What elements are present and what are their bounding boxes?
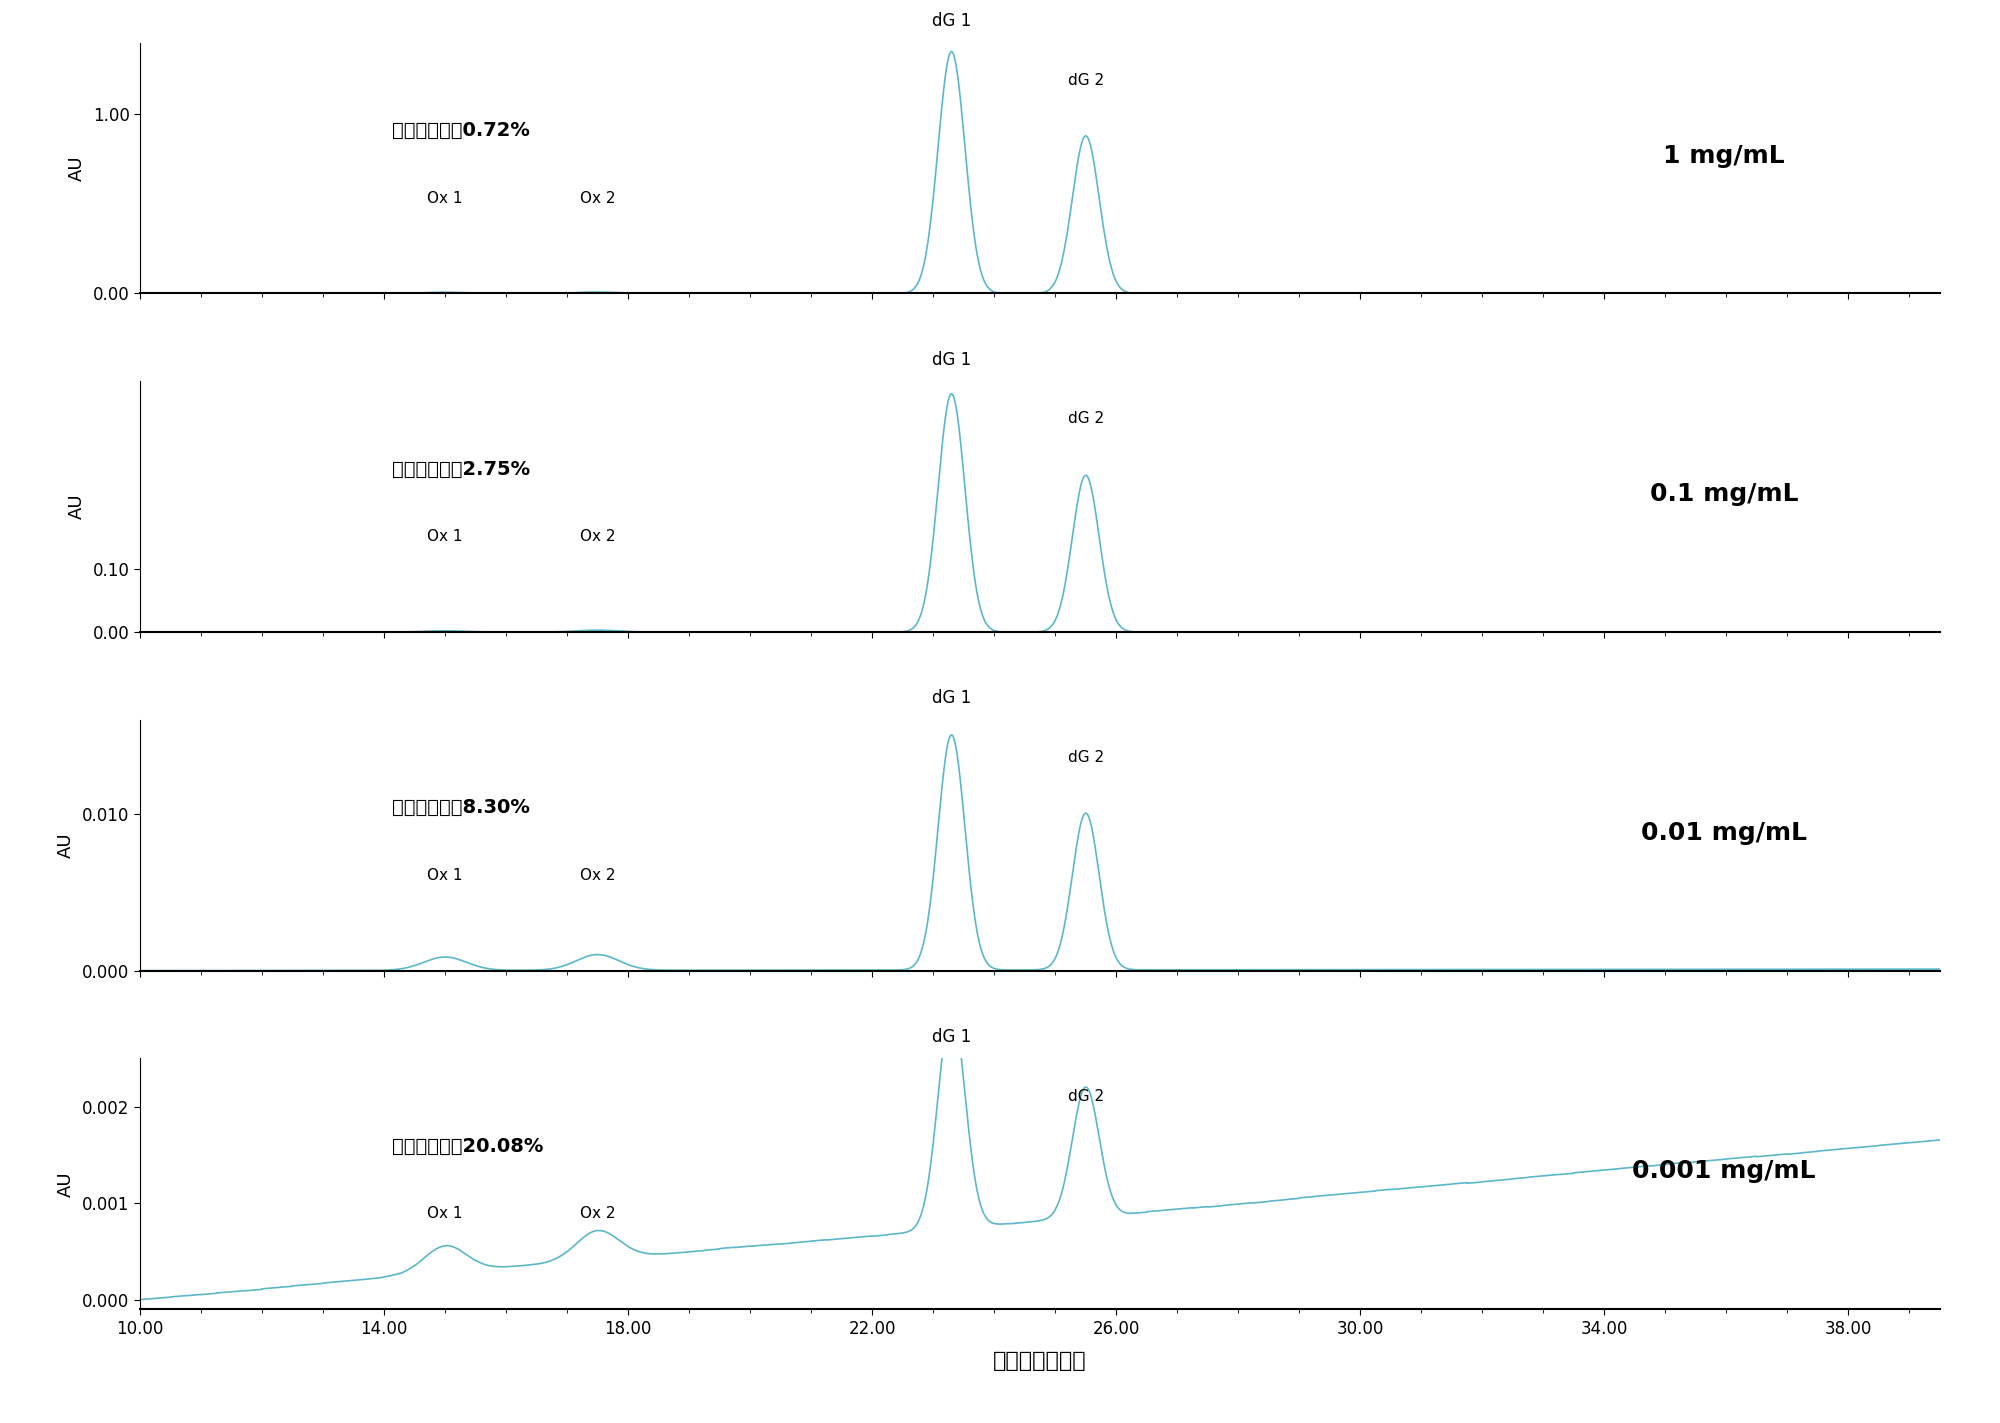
Y-axis label: AU: AU	[58, 832, 76, 858]
Text: dG 2: dG 2	[1068, 73, 1104, 88]
Text: dG 2: dG 2	[1068, 1089, 1104, 1103]
Text: dG 1: dG 1	[932, 13, 972, 30]
Text: 合計酸化率：8.30%: 合計酸化率：8.30%	[392, 798, 530, 817]
Text: Ox 2: Ox 2	[580, 529, 616, 544]
Text: dG 1: dG 1	[932, 1027, 972, 1046]
Text: Ox 2: Ox 2	[580, 1207, 616, 1221]
Text: 0.001 mg/mL: 0.001 mg/mL	[1632, 1160, 1816, 1184]
Text: dG 2: dG 2	[1068, 411, 1104, 427]
Text: Ox 1: Ox 1	[428, 529, 462, 544]
Text: Ox 2: Ox 2	[580, 868, 616, 882]
Y-axis label: AU: AU	[68, 494, 86, 519]
Text: Ox 1: Ox 1	[428, 868, 462, 882]
Text: Ox 1: Ox 1	[428, 191, 462, 206]
Y-axis label: AU: AU	[58, 1171, 76, 1197]
Text: 0.1 mg/mL: 0.1 mg/mL	[1650, 482, 1798, 507]
Y-axis label: AU: AU	[68, 155, 86, 181]
Text: 1 mg/mL: 1 mg/mL	[1664, 144, 1784, 168]
Text: dG 2: dG 2	[1068, 750, 1104, 766]
Text: dG 1: dG 1	[932, 689, 972, 707]
Text: 合計酸化率：0.72%: 合計酸化率：0.72%	[392, 121, 530, 139]
Text: Ox 1: Ox 1	[428, 1207, 462, 1221]
Text: 合計酸化率：2.75%: 合計酸化率：2.75%	[392, 460, 530, 478]
Text: 0.01 mg/mL: 0.01 mg/mL	[1640, 821, 1808, 845]
X-axis label: 保持時間（分）: 保持時間（分）	[994, 1352, 1086, 1372]
Text: 合計酸化率：20.08%: 合計酸化率：20.08%	[392, 1137, 544, 1155]
Text: dG 1: dG 1	[932, 350, 972, 369]
Text: Ox 2: Ox 2	[580, 191, 616, 206]
